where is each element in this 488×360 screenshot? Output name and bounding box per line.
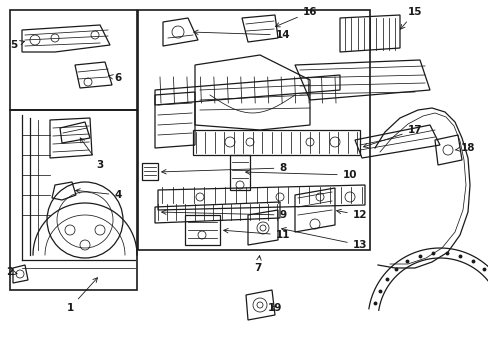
Text: 1: 1 xyxy=(66,278,97,313)
Text: 15: 15 xyxy=(400,7,421,29)
Bar xyxy=(142,163,158,180)
Text: 19: 19 xyxy=(267,303,282,313)
Text: 5: 5 xyxy=(10,40,24,50)
Bar xyxy=(138,10,369,250)
Text: 12: 12 xyxy=(336,209,366,220)
Bar xyxy=(10,110,137,290)
Text: 16: 16 xyxy=(275,7,317,27)
Bar xyxy=(10,10,137,110)
Text: 10: 10 xyxy=(245,170,357,180)
Text: 13: 13 xyxy=(281,228,366,250)
Text: 18: 18 xyxy=(454,143,474,153)
Text: 3: 3 xyxy=(80,138,103,170)
Text: 11: 11 xyxy=(223,229,290,240)
Text: 2: 2 xyxy=(6,267,17,277)
Text: 8: 8 xyxy=(162,163,286,174)
Text: 14: 14 xyxy=(193,30,290,40)
Text: 6: 6 xyxy=(108,73,122,83)
Text: 7: 7 xyxy=(254,256,261,273)
Text: 9: 9 xyxy=(162,210,286,220)
Text: 17: 17 xyxy=(363,125,422,148)
Text: 4: 4 xyxy=(76,189,122,200)
